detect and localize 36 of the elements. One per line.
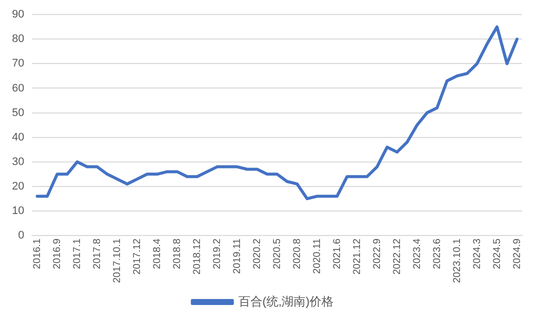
x-tick-label: 2024.5 (492, 238, 503, 270)
x-tick-label: 2017.1 (72, 238, 83, 270)
y-tick-label: 70 (12, 58, 24, 70)
x-tick-label: 2019.11 (232, 238, 243, 274)
y-tick-label: 0 (18, 230, 24, 242)
x-tick-label: 2021.12 (352, 238, 363, 275)
y-tick-label: 60 (12, 82, 24, 94)
x-tick-label: 2024.9 (512, 238, 523, 270)
y-tick-label: 80 (12, 33, 24, 46)
x-tick-label: 2020.2 (252, 238, 263, 270)
x-tick-label: 2018.12 (192, 238, 203, 275)
x-tick-label: 2019.2 (212, 238, 223, 270)
x-tick-label: 2023.4 (412, 238, 423, 270)
y-tick-label: 30 (12, 156, 24, 168)
legend-label: 百合(统,湖南)价格 (238, 294, 334, 308)
y-tick-label: 40 (12, 131, 24, 144)
y-tick-label: 10 (12, 205, 24, 217)
x-tick-label: 2020.5 (272, 238, 283, 270)
x-tick-label: 2017.8 (92, 238, 103, 270)
x-tick-label: 2016.9 (52, 238, 63, 270)
x-tick-label: 2017.10.1 (112, 238, 123, 284)
x-tick-label: 2022.9 (372, 238, 383, 270)
x-tick-label: 2021.6 (332, 238, 343, 270)
y-tick-label: 50 (12, 106, 24, 119)
x-tick-label: 2023.6 (432, 238, 443, 270)
x-tick-label: 2018.8 (172, 238, 183, 270)
x-tick-label: 2017.12 (132, 238, 143, 275)
x-tick-label: 2020.11 (312, 238, 323, 274)
x-tick-label: 2020.8 (292, 238, 303, 270)
x-tick-label: 2024.3 (472, 238, 483, 270)
x-tick-label: 2018.4 (152, 238, 163, 270)
x-tick-label: 2016.1 (32, 238, 43, 270)
x-tick-label: 2022.12 (392, 238, 403, 275)
y-tick-label: 20 (12, 180, 24, 192)
y-tick-label: 90 (12, 8, 24, 21)
x-tick-label: 2023.10.1 (452, 238, 463, 284)
